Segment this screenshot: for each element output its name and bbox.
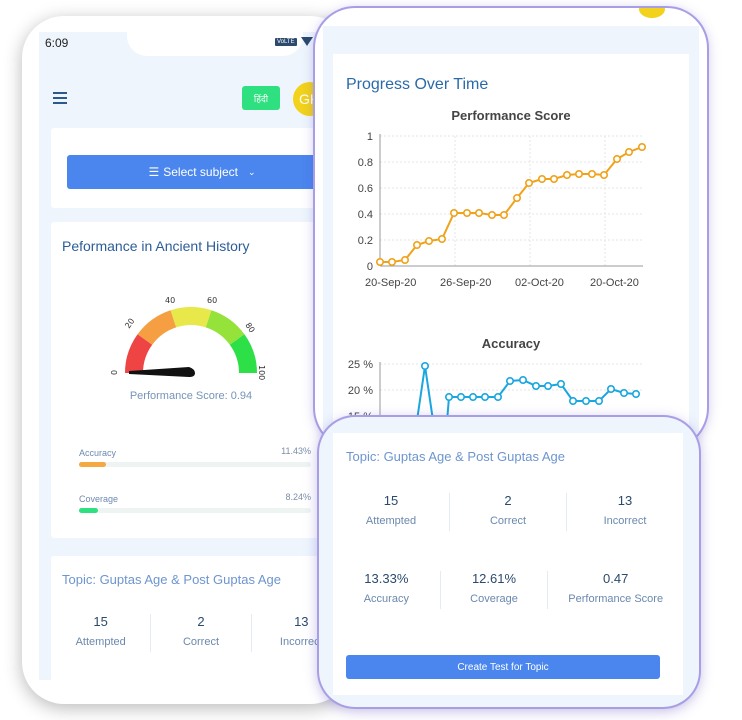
select-subject-button[interactable]: ☰ Select subject ⌄: [67, 155, 337, 189]
stat-value: 0.47: [603, 571, 629, 586]
svg-text:40: 40: [165, 296, 175, 305]
stat-correct: 2 Correct: [450, 493, 567, 531]
stat-attempted: 15 Attempted: [51, 614, 152, 652]
accuracy-label: Accuracy: [79, 448, 117, 458]
stat-label: Attempted: [75, 636, 126, 648]
progress-card: Progress Over Time Performance Score 1 0…: [333, 54, 689, 448]
coverage-value: 8.24%: [285, 492, 311, 502]
performance-score-text: Performance Score: 0.94: [129, 390, 253, 402]
list-icon: ☰: [148, 165, 160, 179]
stat-performance: 0.47 Performance Score: [548, 571, 683, 609]
accuracy-fill: [79, 462, 106, 467]
stat-value: 12.61%: [471, 571, 517, 586]
svg-text:0: 0: [367, 261, 373, 273]
stat-value: 13.33%: [364, 571, 409, 586]
stat-accuracy: 13.33% Accuracy: [333, 571, 441, 609]
chevron-down-icon: ⌄: [247, 166, 256, 177]
status-icons: VoLTE: [275, 37, 313, 46]
phone-left: 6:09 VoLTE हिंदी GK ☰ Select subject ⌄ P…: [22, 16, 352, 704]
create-test-button[interactable]: Create Test for Topic: [346, 655, 660, 679]
phone-right: Progress Over Time Performance Score 1 0…: [315, 8, 707, 448]
coverage-label: Coverage: [79, 494, 119, 504]
svg-text:20 %: 20 %: [348, 385, 373, 397]
coverage-track: [79, 508, 311, 513]
svg-text:20-Sep-20: 20-Sep-20: [365, 277, 416, 289]
performance-score-chart: 1 0.8 0.6 0.4 0.2 0 20-Sep-20 26-Sep-20 …: [358, 131, 646, 289]
svg-text:02-Oct-20: 02-Oct-20: [515, 277, 564, 289]
performance-gauge: 0 20 40 60 80 100: [111, 296, 266, 380]
subject-select-card: ☰ Select subject ⌄: [51, 128, 351, 208]
svg-text:60: 60: [207, 296, 217, 305]
popup-stats-row2: 13.33% Accuracy 12.61% Coverage 0.47 Perfor…: [333, 571, 683, 609]
status-time: 6:09: [45, 36, 69, 50]
volte-icon: VoLTE: [275, 37, 297, 46]
progress-title: Progress Over Time: [346, 76, 489, 93]
performance-card: Peformance in Ancient History 0 20 40 60…: [51, 222, 351, 538]
stat-value: 2: [504, 493, 512, 508]
svg-text:1: 1: [367, 131, 373, 143]
accuracy-track: [79, 462, 311, 467]
stat-incorrect: 13 Incorrect: [252, 614, 351, 652]
stat-label: Correct: [489, 515, 527, 527]
svg-text:20: 20: [123, 317, 136, 331]
svg-text:25 %: 25 %: [348, 359, 373, 371]
stat-label: Incorrect: [279, 636, 323, 648]
select-subject-label: Select subject: [163, 165, 238, 179]
screen-right: Progress Over Time Performance Score 1 0…: [323, 26, 699, 448]
performance-chart-title: Performance Score: [451, 108, 571, 123]
hamburger-menu-icon[interactable]: [53, 92, 67, 104]
svg-text:26-Sep-20: 26-Sep-20: [440, 277, 491, 289]
stat-value: 13: [617, 493, 633, 508]
accuracy-chart-title: Accuracy: [481, 336, 541, 351]
topic-title: Topic: Guptas Age & Post Guptas Age: [62, 572, 281, 587]
stat-label: Performance Score: [568, 593, 664, 605]
svg-text:0.8: 0.8: [358, 157, 373, 169]
svg-text:0.4: 0.4: [358, 209, 373, 221]
stat-value: 15: [383, 493, 399, 508]
notch: [127, 32, 303, 56]
avatar-partial: [639, 8, 665, 18]
topic-popup: Topic: Guptas Age & Post Guptas Age 15 At…: [319, 417, 699, 707]
language-toggle-button[interactable]: हिंदी: [242, 86, 280, 110]
popup-stats-row1: 15 Attempted 2 Correct 13 Incorrect: [333, 493, 683, 531]
screen-left: 6:09 VoLTE हिंदी GK ☰ Select subject ⌄ P…: [39, 32, 352, 680]
topic-popup-card: Topic: Guptas Age & Post Guptas Age 15 At…: [333, 433, 683, 695]
wifi-icon: [300, 37, 313, 46]
svg-text:80: 80: [243, 321, 256, 335]
accuracy-value: 11.43%: [281, 446, 311, 456]
svg-text:0.6: 0.6: [358, 183, 373, 195]
svg-text:0.2: 0.2: [358, 235, 373, 247]
performance-title: Peformance in Ancient History: [62, 238, 250, 254]
stat-attempted: 15 Attempted: [333, 493, 450, 531]
coverage-fill: [79, 508, 99, 513]
stat-label: Attempted: [365, 515, 417, 527]
topic-card: Topic: Guptas Age & Post Guptas Age 15 At…: [51, 556, 351, 680]
svg-text:0: 0: [111, 370, 119, 375]
stat-value: 2: [197, 614, 205, 629]
stat-label: Incorrect: [603, 515, 647, 527]
stat-coverage: 12.61% Coverage: [441, 571, 549, 609]
stat-value: 13: [294, 614, 309, 629]
stat-label: Coverage: [470, 593, 518, 605]
stat-label: Accuracy: [363, 593, 409, 605]
stat-label: Correct: [182, 636, 220, 648]
stat-correct: 2 Correct: [151, 614, 252, 652]
stat-incorrect: 13 Incorrect: [567, 493, 683, 531]
topic-stats-row1: 15 Attempted 2 Correct 13 Incorrect: [51, 614, 351, 652]
svg-text:20-Oct-20: 20-Oct-20: [590, 277, 639, 289]
stat-value: 15: [93, 614, 108, 629]
svg-text:100: 100: [257, 365, 266, 380]
topic-popup-title: Topic: Guptas Age & Post Guptas Age: [346, 449, 565, 464]
